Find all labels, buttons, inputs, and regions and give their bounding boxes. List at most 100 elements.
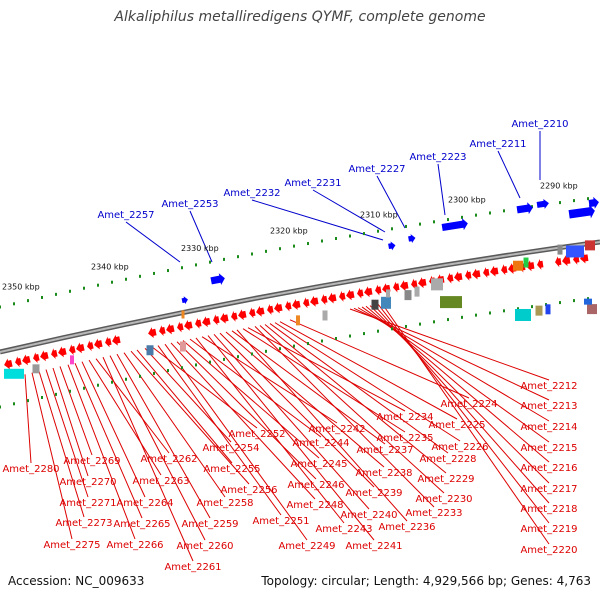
reverse-connector: [201, 336, 338, 424]
backbone-highlight: [0, 241, 600, 353]
forward-connector: [189, 210, 213, 263]
reverse-gene-label: Amet_2264: [116, 498, 173, 509]
outer-tick: [335, 237, 337, 241]
reverse-connector: [279, 321, 458, 420]
reverse-gene-label: Amet_2216: [520, 463, 577, 474]
reverse-gene-arrow: [69, 344, 76, 356]
feature-box: [513, 260, 523, 271]
reverse-gene-arrow: [303, 297, 310, 309]
inner-tick: [307, 342, 309, 346]
reverse-gene-arrow: [328, 292, 337, 304]
scale-label: 2350 kbp: [2, 283, 40, 292]
forward-gene-label: Amet_2211: [469, 139, 526, 150]
feature-box: [431, 278, 443, 291]
reverse-connector: [170, 342, 316, 500]
outer-tick: [125, 277, 127, 281]
inner-tick: [97, 383, 99, 387]
accession-text: Accession: NC_009633: [8, 574, 145, 588]
outer-tick: [41, 295, 43, 299]
reverse-gene-arrow: [285, 300, 292, 312]
reverse-gene-arrow: [256, 305, 265, 317]
reverse-gene-arrow: [231, 310, 238, 322]
reverse-gene-arrow: [94, 338, 103, 350]
outer-tick: [475, 213, 477, 217]
reverse-gene-label: Amet_2269: [63, 456, 120, 467]
inner-tick: [125, 377, 127, 381]
reverse-gene-label: Amet_2259: [181, 519, 238, 530]
reverse-connector: [67, 364, 136, 540]
reverse-connector: [31, 372, 73, 540]
outer-tick: [237, 255, 239, 259]
reverse-gene-arrow: [184, 319, 193, 331]
reverse-gene-arrow: [555, 256, 562, 268]
reverse-gene-label: Amet_2224: [440, 399, 497, 410]
feature-box: [386, 289, 390, 298]
reverse-gene-label: Amet_2255: [203, 464, 260, 475]
inner-tick: [195, 363, 197, 367]
inner-tick: [433, 320, 435, 324]
inner-tick: [391, 327, 393, 331]
reverse-gene-label: Amet_2235: [376, 433, 433, 444]
outer-tick: [349, 234, 351, 238]
reverse-gene-label: Amet_2280: [2, 464, 59, 475]
forward-gene-arrow: [516, 202, 533, 215]
outer-tick: [223, 257, 225, 261]
reverse-connector: [274, 322, 461, 442]
forward-gene-label: Amet_2232: [223, 188, 280, 199]
reverse-gene-arrow: [346, 289, 355, 301]
scale-label: 2300 kbp: [448, 196, 486, 205]
reverse-gene-arrow: [357, 287, 364, 299]
scale-label: 2330 kbp: [181, 244, 219, 253]
inner-tick: [475, 313, 477, 317]
feature-box: [146, 345, 154, 356]
reverse-connector: [236, 329, 408, 522]
inner-tick: [335, 337, 337, 341]
reverse-connector: [136, 349, 233, 464]
inner-tick: [363, 332, 365, 336]
reverse-gene-label: Amet_2228: [419, 454, 476, 465]
reverse-gene-label: Amet_2261: [164, 562, 221, 573]
reverse-connector: [81, 361, 146, 498]
feature-box: [4, 368, 24, 379]
reverse-connector: [373, 304, 550, 504]
outer-tick: [13, 302, 15, 306]
forward-gene-arrow: [588, 196, 599, 209]
forward-gene-arrow: [568, 204, 595, 219]
reverse-connector: [95, 358, 170, 454]
reverse-gene-arrow: [465, 269, 472, 281]
reverse-gene-label: Amet_2252: [228, 429, 285, 440]
reverse-gene-arrow: [51, 348, 58, 360]
inner-tick: [419, 322, 421, 326]
reverse-gene-arrow: [490, 265, 499, 277]
forward-connector: [251, 199, 384, 241]
forward-gene-arrow: [210, 273, 225, 286]
outer-tick: [265, 249, 267, 253]
inner-tick: [69, 389, 71, 393]
reverse-gene-label: Amet_2273: [55, 518, 112, 529]
inner-tick: [559, 301, 561, 305]
feature-box: [414, 286, 420, 297]
inner-tick: [447, 318, 449, 322]
reverse-gene-arrow: [537, 258, 544, 270]
reverse-gene-label: Amet_2251: [252, 516, 309, 527]
map-title: Alkaliphilus metalliredigens QYMF, compl…: [114, 9, 486, 25]
reverse-gene-label: Amet_2242: [308, 424, 365, 435]
feature-box: [181, 310, 185, 319]
outer-tick: [293, 244, 295, 248]
inner-tick: [83, 386, 85, 390]
feature-box: [585, 240, 595, 251]
scale-label: 2290 kbp: [540, 181, 578, 190]
scale-label: 2340 kbp: [91, 263, 129, 272]
inner-tick: [251, 352, 253, 356]
inner-tick: [111, 380, 113, 384]
reverse-gene-arrow: [364, 286, 373, 298]
feature-box: [535, 305, 543, 316]
feature-box: [371, 299, 379, 310]
reverse-gene-arrow: [112, 334, 121, 346]
feature-box: [584, 298, 592, 305]
inner-tick: [27, 399, 29, 403]
inner-tick: [279, 347, 281, 351]
inner-tick: [461, 315, 463, 319]
reverse-connector: [45, 369, 89, 498]
inner-tick: [405, 324, 407, 328]
